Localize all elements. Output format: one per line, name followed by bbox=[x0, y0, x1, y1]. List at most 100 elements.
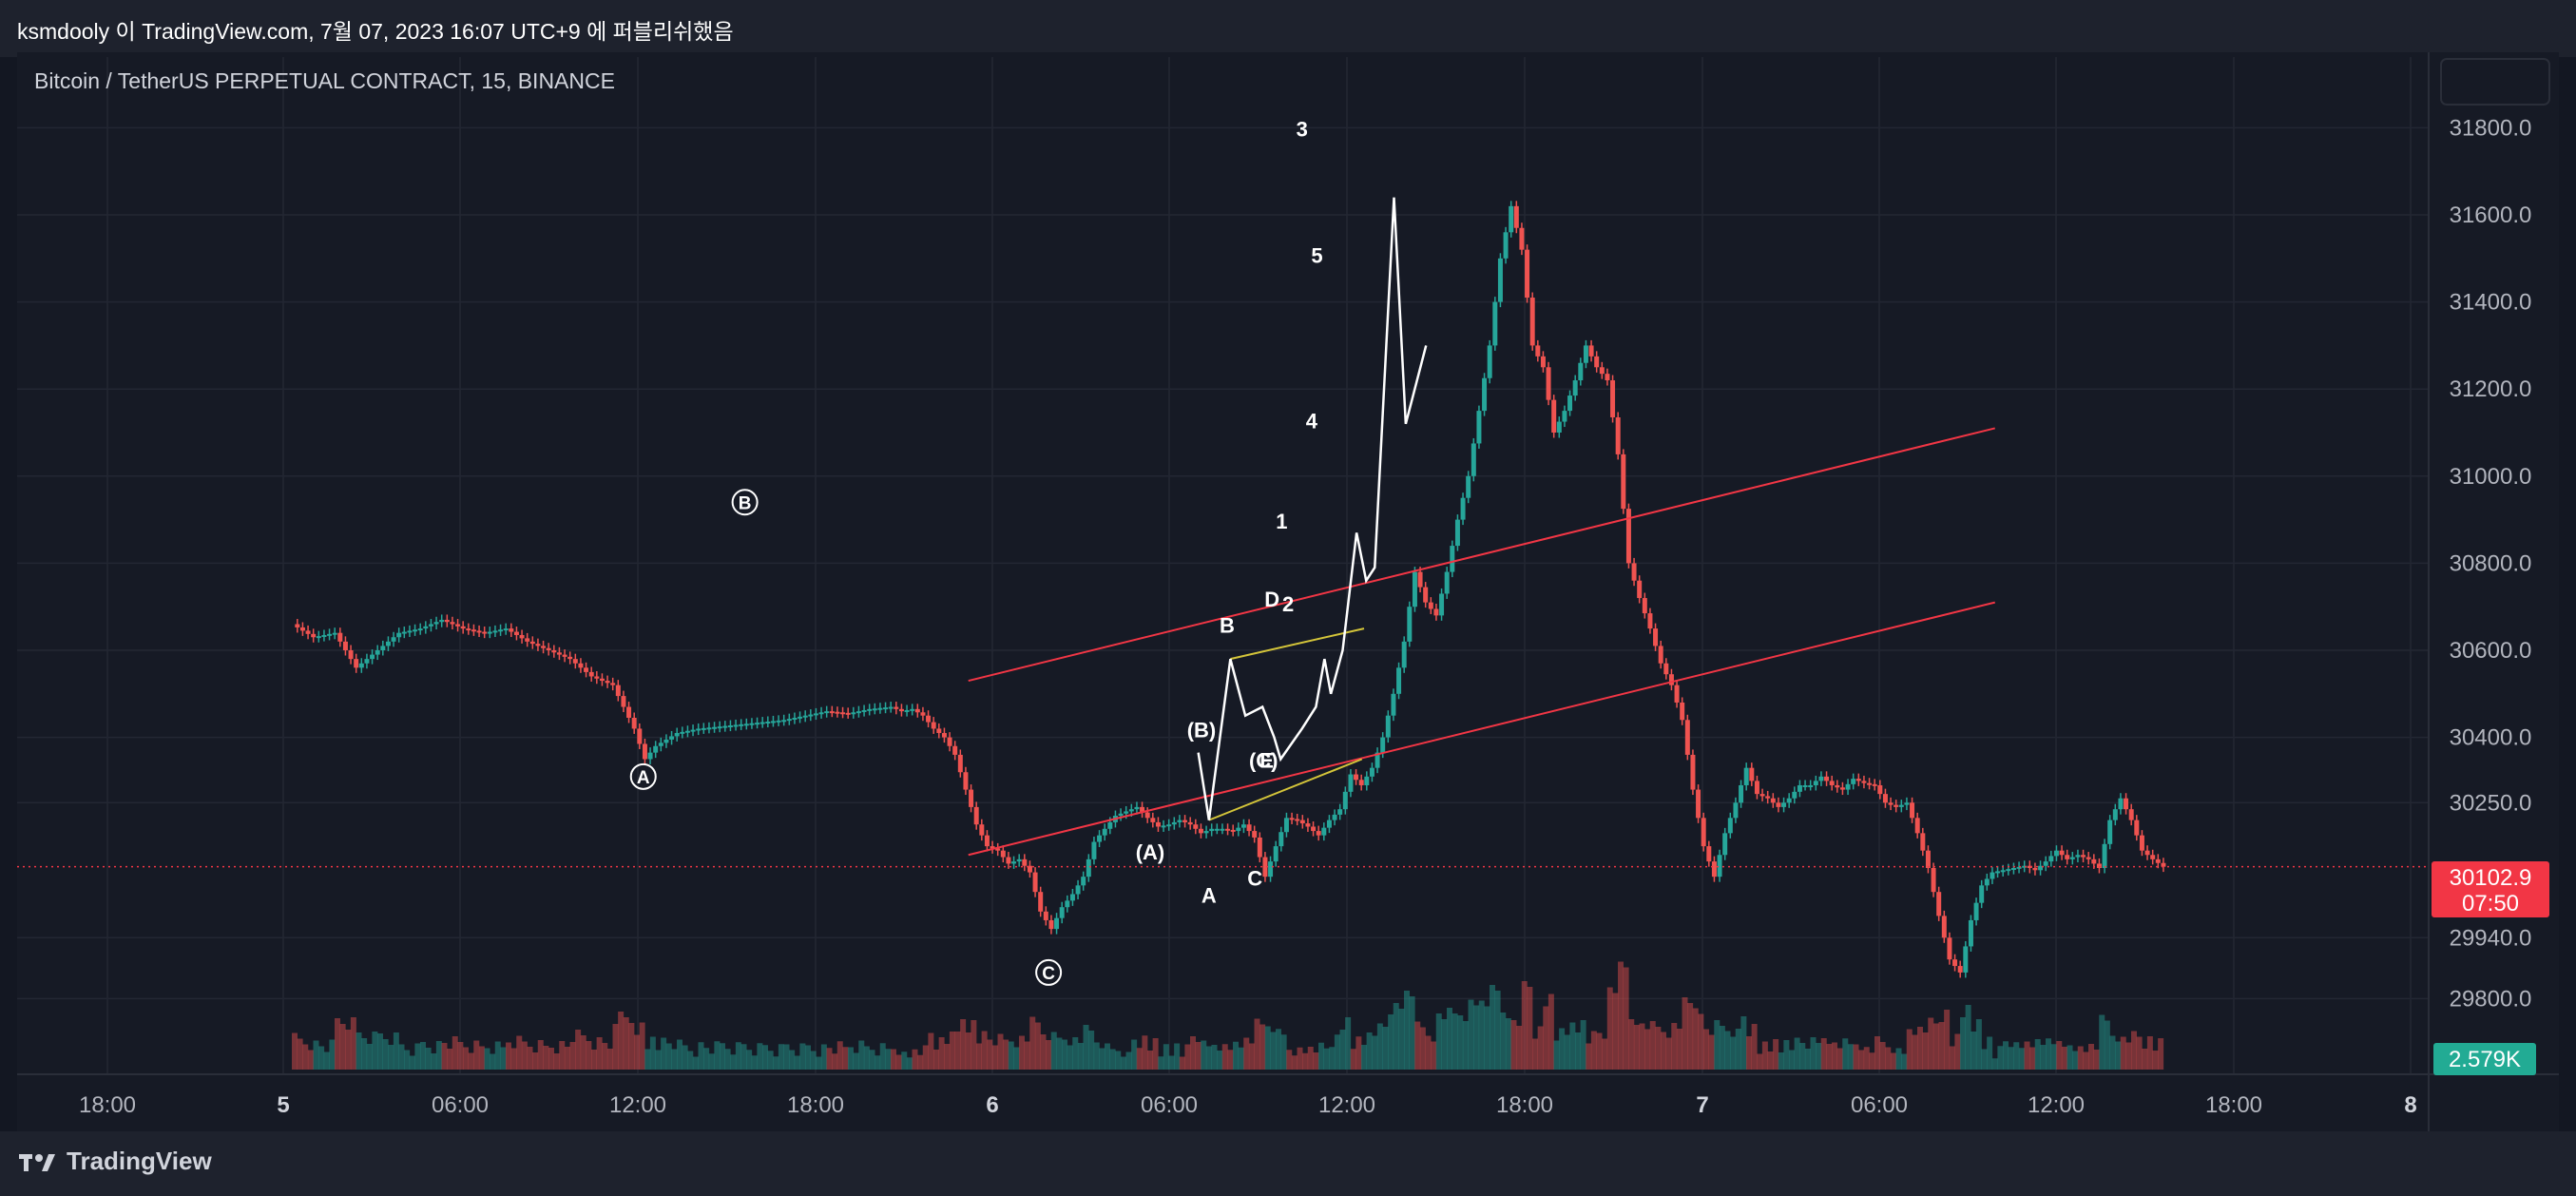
candle-body bbox=[947, 737, 952, 746]
current-price-countdown: 07:50 bbox=[2462, 891, 2519, 916]
candle-body bbox=[2107, 820, 2113, 844]
y-tick-label: 31000.0 bbox=[2450, 464, 2532, 490]
candle-body bbox=[1043, 911, 1048, 920]
candle-body bbox=[1668, 674, 1674, 685]
x-tick-label: 06:00 bbox=[1851, 1092, 1908, 1118]
volume-bar bbox=[1836, 1048, 1843, 1070]
candle-body bbox=[375, 650, 380, 655]
candle-body bbox=[1471, 443, 1476, 476]
volume-bar bbox=[393, 1032, 399, 1070]
candle-body bbox=[1006, 857, 1011, 864]
x-tick-label: 18:00 bbox=[79, 1092, 136, 1118]
volume-bar bbox=[2099, 1014, 2105, 1070]
candle-body bbox=[492, 630, 498, 633]
candle-body bbox=[342, 641, 348, 650]
volume-bar bbox=[2136, 1036, 2143, 1070]
volume-bar bbox=[1382, 1027, 1389, 1070]
candle-body bbox=[1957, 966, 1963, 973]
candle-body bbox=[1358, 780, 1364, 785]
candle-body bbox=[1144, 812, 1150, 819]
volume-bar bbox=[1050, 1032, 1057, 1070]
volume-bar bbox=[1543, 1006, 1549, 1070]
volume-bar bbox=[1484, 1006, 1490, 1070]
volume-bar bbox=[628, 1023, 635, 1070]
candle-body bbox=[1391, 693, 1396, 716]
volume-bar bbox=[1083, 1025, 1089, 1070]
candle-body bbox=[1134, 806, 1140, 810]
candle-body bbox=[2022, 865, 2028, 868]
candle-body bbox=[588, 671, 594, 677]
candle-body bbox=[1326, 820, 1332, 828]
candle-body bbox=[546, 647, 551, 650]
candle-body bbox=[995, 848, 1001, 851]
volume-bar bbox=[2125, 1042, 2132, 1070]
candle-body bbox=[798, 716, 803, 719]
price-chart[interactable]: 31800.0 31600.0 31400.0 31200.0 31000.0 30800… bbox=[0, 0, 2576, 1131]
candle-body bbox=[1396, 667, 1402, 694]
candle-body bbox=[2006, 869, 2011, 872]
volume-bar bbox=[1928, 1017, 1934, 1070]
volume-bar bbox=[1773, 1039, 1779, 1070]
candle-body bbox=[776, 720, 781, 723]
volume-bar bbox=[1938, 1022, 1945, 1070]
volume-bar bbox=[810, 1051, 817, 1070]
volume-bar bbox=[891, 1049, 896, 1070]
candle-body bbox=[1995, 871, 2001, 874]
volume-bar bbox=[1435, 1013, 1442, 1070]
candle-body bbox=[1701, 818, 1706, 847]
volume-bar bbox=[746, 1050, 753, 1070]
volume-bar bbox=[954, 1032, 961, 1070]
volume-bar bbox=[1847, 1044, 1854, 1070]
candle-body bbox=[2081, 855, 2086, 858]
volume-bar bbox=[2018, 1048, 2025, 1070]
candle-body bbox=[1631, 563, 1637, 581]
volume-bar bbox=[1901, 1053, 1908, 1070]
volume-bar bbox=[2061, 1047, 2067, 1070]
volume-bar bbox=[1190, 1036, 1196, 1070]
volume-bar bbox=[431, 1053, 437, 1070]
volume-bar bbox=[1997, 1046, 2004, 1070]
candle-body bbox=[883, 707, 889, 710]
volume-bar bbox=[1105, 1043, 1110, 1070]
candle-body bbox=[1022, 858, 1028, 866]
candle-body bbox=[1295, 819, 1300, 821]
candle-body bbox=[1525, 249, 1530, 299]
volume-bar bbox=[1174, 1043, 1181, 1070]
volume-bar bbox=[2024, 1041, 2030, 1070]
volume-bar bbox=[971, 1020, 977, 1070]
candle-body bbox=[1161, 825, 1166, 828]
candle-body bbox=[802, 715, 808, 718]
candle-body bbox=[888, 706, 894, 709]
candle-body bbox=[295, 624, 300, 627]
volume-bar bbox=[473, 1040, 480, 1070]
candle-body bbox=[1658, 646, 1663, 664]
candle-body bbox=[1289, 818, 1295, 820]
volume-bar bbox=[1671, 1023, 1678, 1070]
candle-body bbox=[327, 633, 333, 636]
volume-bar bbox=[2152, 1051, 2159, 1070]
candle-body bbox=[391, 637, 396, 642]
volume-bar bbox=[339, 1024, 346, 1070]
volume-bar bbox=[1136, 1048, 1143, 1070]
volume-bar bbox=[751, 1055, 758, 1070]
volume-bar bbox=[2040, 1045, 2047, 1070]
volume-bar bbox=[1832, 1042, 1837, 1070]
candle-body bbox=[1054, 917, 1060, 930]
volume-bar bbox=[1799, 1043, 1806, 1070]
candle-body bbox=[1220, 828, 1225, 831]
candle-body bbox=[1140, 806, 1145, 813]
current-price-tag bbox=[2432, 861, 2549, 917]
volume-bar bbox=[1211, 1045, 1218, 1070]
volume-bar bbox=[1109, 1049, 1116, 1070]
volume-bar bbox=[1457, 1015, 1464, 1070]
wave-label: D bbox=[1264, 588, 1279, 611]
volume-bar bbox=[1949, 1046, 1955, 1070]
candle-body bbox=[872, 708, 877, 711]
volume-bar bbox=[591, 1050, 597, 1070]
x-tick-label: 5 bbox=[277, 1092, 289, 1118]
volume-bar bbox=[1355, 1036, 1362, 1070]
candle-body bbox=[525, 638, 530, 642]
volume-bar bbox=[1259, 1024, 1266, 1070]
candle-body bbox=[1124, 811, 1129, 814]
candle-body bbox=[2150, 855, 2156, 859]
